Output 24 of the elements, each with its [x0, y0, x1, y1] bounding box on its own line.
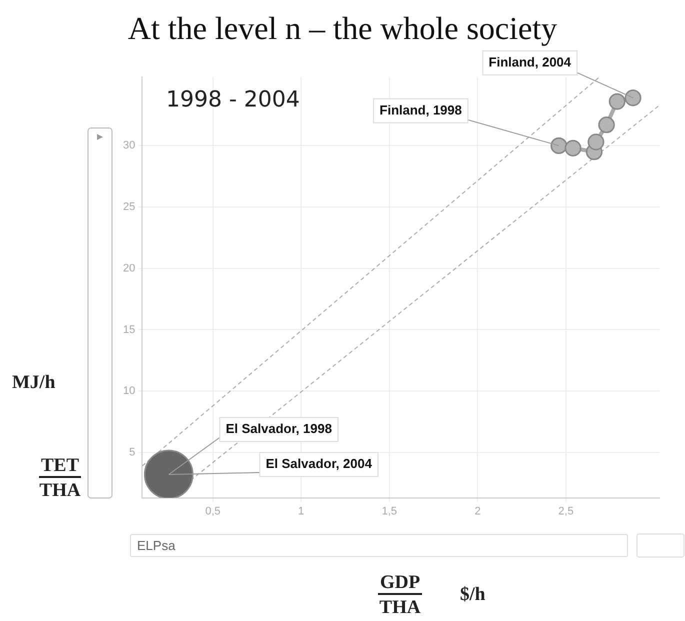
y-tick-label: 5: [129, 446, 136, 458]
text: 1998 - 2004: [166, 88, 300, 113]
text: THA: [39, 480, 81, 501]
text: TET: [38, 455, 82, 478]
annotation: Finland, 2004: [488, 54, 572, 70]
annotation: El Salvador, 1998: [226, 421, 332, 436]
x-tick-label: 0,5: [205, 505, 220, 518]
x-tick-label: 2,5: [558, 505, 574, 518]
y-tick-label: 30: [122, 140, 136, 152]
text: THA: [379, 597, 421, 618]
y-tick-label: 25: [122, 201, 136, 214]
chart-title: At the level n – the whole society: [126, 10, 558, 47]
x-tick-label: 2: [474, 505, 481, 518]
y-tick-label: 20: [122, 262, 136, 274]
x-tick-label: 1,5: [382, 505, 398, 518]
x-axis-title: $/h: [460, 584, 486, 606]
annotation: El Salvador, 2004: [266, 456, 373, 472]
y-tick-label: 10: [122, 385, 136, 398]
y-axis-title: MJ/h: [12, 372, 56, 394]
y-tick-label: 15: [122, 324, 136, 336]
text-field: ELPsa: [130, 534, 628, 557]
x-tick-label: 1: [298, 505, 304, 518]
text: GDP: [378, 572, 422, 595]
annotation: Finland, 1998: [380, 102, 462, 118]
